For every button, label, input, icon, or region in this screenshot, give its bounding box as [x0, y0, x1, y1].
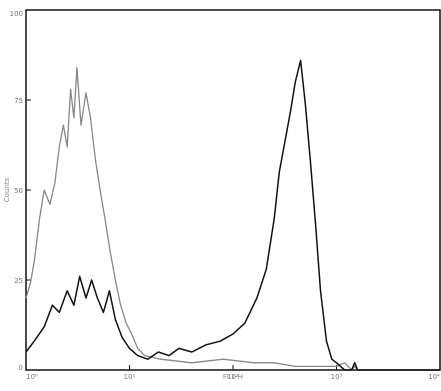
y-tick-label: 50 [14, 187, 23, 195]
x-tick-label: 10³ [331, 373, 343, 381]
x-tick-label: 10² [227, 373, 239, 381]
x-tick-label: 10¹ [124, 373, 136, 381]
y-tick-label: 75 [14, 97, 23, 105]
plot-frame [25, 9, 441, 371]
y-tick-label: 0 [19, 364, 23, 372]
x-tick-label: 10⁰ [26, 373, 38, 381]
x-tick-label: 10⁴ [428, 373, 440, 381]
y-tick-label: 100 [10, 10, 23, 18]
series-layer [25, 59, 440, 371]
series-2-line [25, 59, 440, 371]
y-tick-label: 25 [14, 277, 23, 285]
y-ticks: 0 25 50 75 100 [10, 9, 31, 372]
x-axis-title: FL1-H [223, 373, 243, 381]
y-axis-title: Counts [3, 177, 11, 202]
series-1-line [25, 66, 440, 371]
x-ticks: 10⁰ 10¹ 10² 10³ 10⁴ [25, 365, 441, 381]
